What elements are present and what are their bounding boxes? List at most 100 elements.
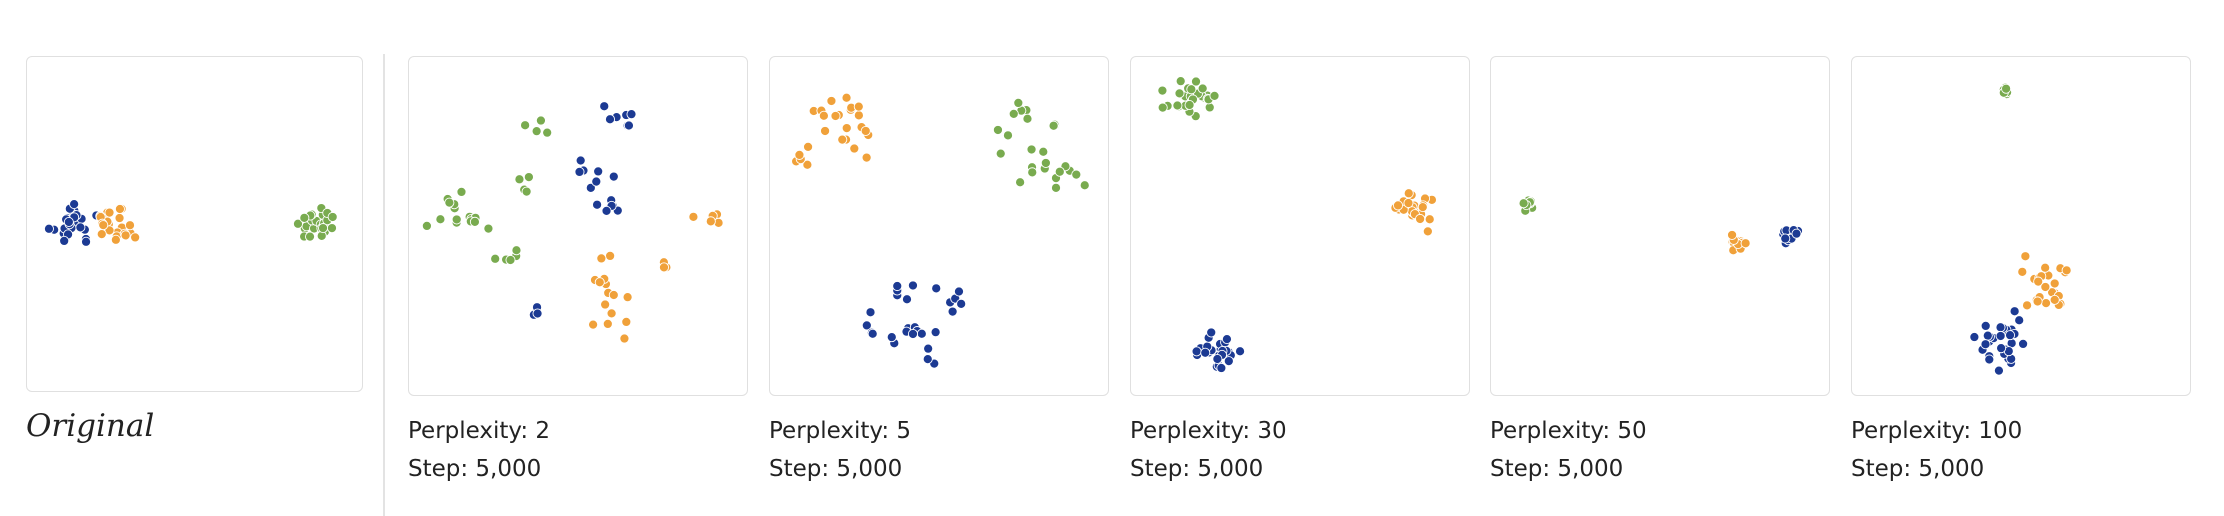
scatter-point-orange (1417, 202, 1428, 213)
scatter-point-green (421, 220, 432, 231)
scatter-point-green (1184, 99, 1195, 111)
scatter-point-blue (592, 199, 603, 210)
scatter-point-green (1050, 182, 1062, 193)
scatter-point-orange (2022, 300, 2033, 311)
scatter-point-orange (830, 110, 841, 121)
scatter-point-blue (922, 354, 933, 365)
scatter-point-blue (1995, 330, 2006, 341)
scatter-point-blue (599, 101, 610, 112)
scatter-point-blue (901, 294, 913, 305)
scatter-point-green (995, 148, 1006, 159)
scatter-point-orange (98, 220, 109, 231)
scatter-point-orange (2040, 262, 2051, 273)
scatter-point-orange (2049, 294, 2060, 305)
scatter-point-green (304, 231, 316, 242)
scatter-point-orange (1422, 226, 1433, 237)
step-label: Step: 5,000 (1490, 456, 1624, 482)
scatter-point-orange (619, 333, 630, 344)
scatter-point-green (456, 186, 467, 197)
scatter-point-orange (1392, 200, 1404, 211)
scatter-point-green (435, 214, 446, 225)
scatter-point-orange (837, 134, 848, 145)
scatter-point-orange (1403, 188, 1414, 199)
perplexity-label: Perplexity: 30 (1130, 418, 1287, 444)
scatter-point-orange (120, 230, 131, 241)
scatter-point-blue (1212, 353, 1223, 365)
scatter-point-orange (802, 159, 813, 170)
scatter-point-green (1040, 157, 1051, 168)
scatter-point-blue (892, 281, 903, 292)
scatter-point-green (1026, 144, 1037, 155)
scatter-point-blue (69, 199, 80, 210)
scatter-perplexity-100 (1969, 82, 2072, 376)
scatter-point-orange (849, 143, 860, 154)
perplexity-label: Perplexity: 50 (1490, 418, 1647, 444)
perplexity-label: Perplexity: 2 (408, 418, 551, 444)
scatter-point-green (318, 223, 329, 234)
scatter-perplexity-5 (791, 92, 1090, 369)
scatter-point-orange (803, 141, 814, 152)
scatter-point-orange (705, 216, 716, 227)
scatter-point-green (531, 126, 542, 137)
scatter-point-green (2001, 83, 2012, 94)
scatter-point-orange (114, 203, 125, 215)
scatter-point-green (511, 245, 522, 256)
scatter-point-blue (1995, 322, 2006, 333)
scatter-point-orange (602, 318, 613, 329)
scatter-point-orange (1740, 238, 1751, 249)
scatter-point-orange (2041, 298, 2052, 309)
scatter-point-green (490, 253, 501, 264)
scatter-point-blue (1206, 327, 1217, 338)
scatter-point-blue (63, 216, 74, 228)
scatter-point-blue (574, 166, 585, 177)
scatter-point-orange (818, 110, 829, 121)
scatter-point-orange (594, 277, 605, 288)
scatter-point-orange (2033, 276, 2044, 287)
scatter-point-blue (1984, 354, 1995, 365)
scatter-point-orange (688, 211, 699, 222)
scatter-point-blue (75, 222, 86, 233)
scatter-point-blue (931, 283, 942, 294)
scatter-point-green (451, 214, 462, 225)
scatter-point-blue (623, 120, 634, 131)
scatter-point-blue (591, 176, 602, 187)
scatter-point-blue (2014, 315, 2025, 326)
scatter-point-green (1186, 84, 1197, 95)
scatter-point-blue (930, 327, 941, 338)
scatter-point-green (1008, 108, 1019, 119)
scatter-point-orange (124, 220, 136, 231)
scatter-point-green (299, 212, 310, 223)
scatter-point-blue (867, 328, 878, 339)
scatter-point-orange (794, 149, 805, 160)
scatter-point-orange (1403, 198, 1414, 209)
scatter-point-green (521, 186, 532, 197)
scatter-point-green (1157, 85, 1168, 96)
scatter-point-green (1175, 76, 1186, 87)
scatter-point-blue (886, 332, 897, 343)
step-label: Step: 5,000 (1130, 456, 1264, 482)
scatter-point-orange (596, 253, 607, 264)
scatter-point-blue (1200, 347, 1211, 358)
step-label: Step: 5,000 (1851, 456, 1985, 482)
scatter-point-blue (956, 298, 967, 309)
scatter-point-blue (1980, 320, 1991, 331)
scatter-point-green (483, 223, 494, 234)
scatter-point-orange (658, 262, 670, 273)
scatter-point-blue (626, 109, 637, 120)
scatter-point-blue (608, 171, 619, 182)
scatter-point-green (444, 197, 455, 208)
scatter-point-blue (43, 223, 54, 234)
scatter-point-green (1002, 130, 1014, 141)
scatter-point-blue (1996, 343, 2007, 354)
tsne-plot-perplexity-100 (1851, 56, 2191, 396)
scatter-point-orange (1727, 229, 1738, 240)
scatter-point-blue (1216, 363, 1227, 374)
perplexity-label: Perplexity: 100 (1851, 418, 2023, 444)
scatter-point-green (535, 115, 546, 126)
scatter-perplexity-30 (1157, 76, 1437, 374)
scatter-point-green (523, 172, 534, 183)
scatter-point-orange (606, 308, 617, 319)
scatter-point-blue (2009, 306, 2020, 317)
scatter-point-orange (860, 125, 871, 136)
original-label: Original (26, 408, 155, 444)
